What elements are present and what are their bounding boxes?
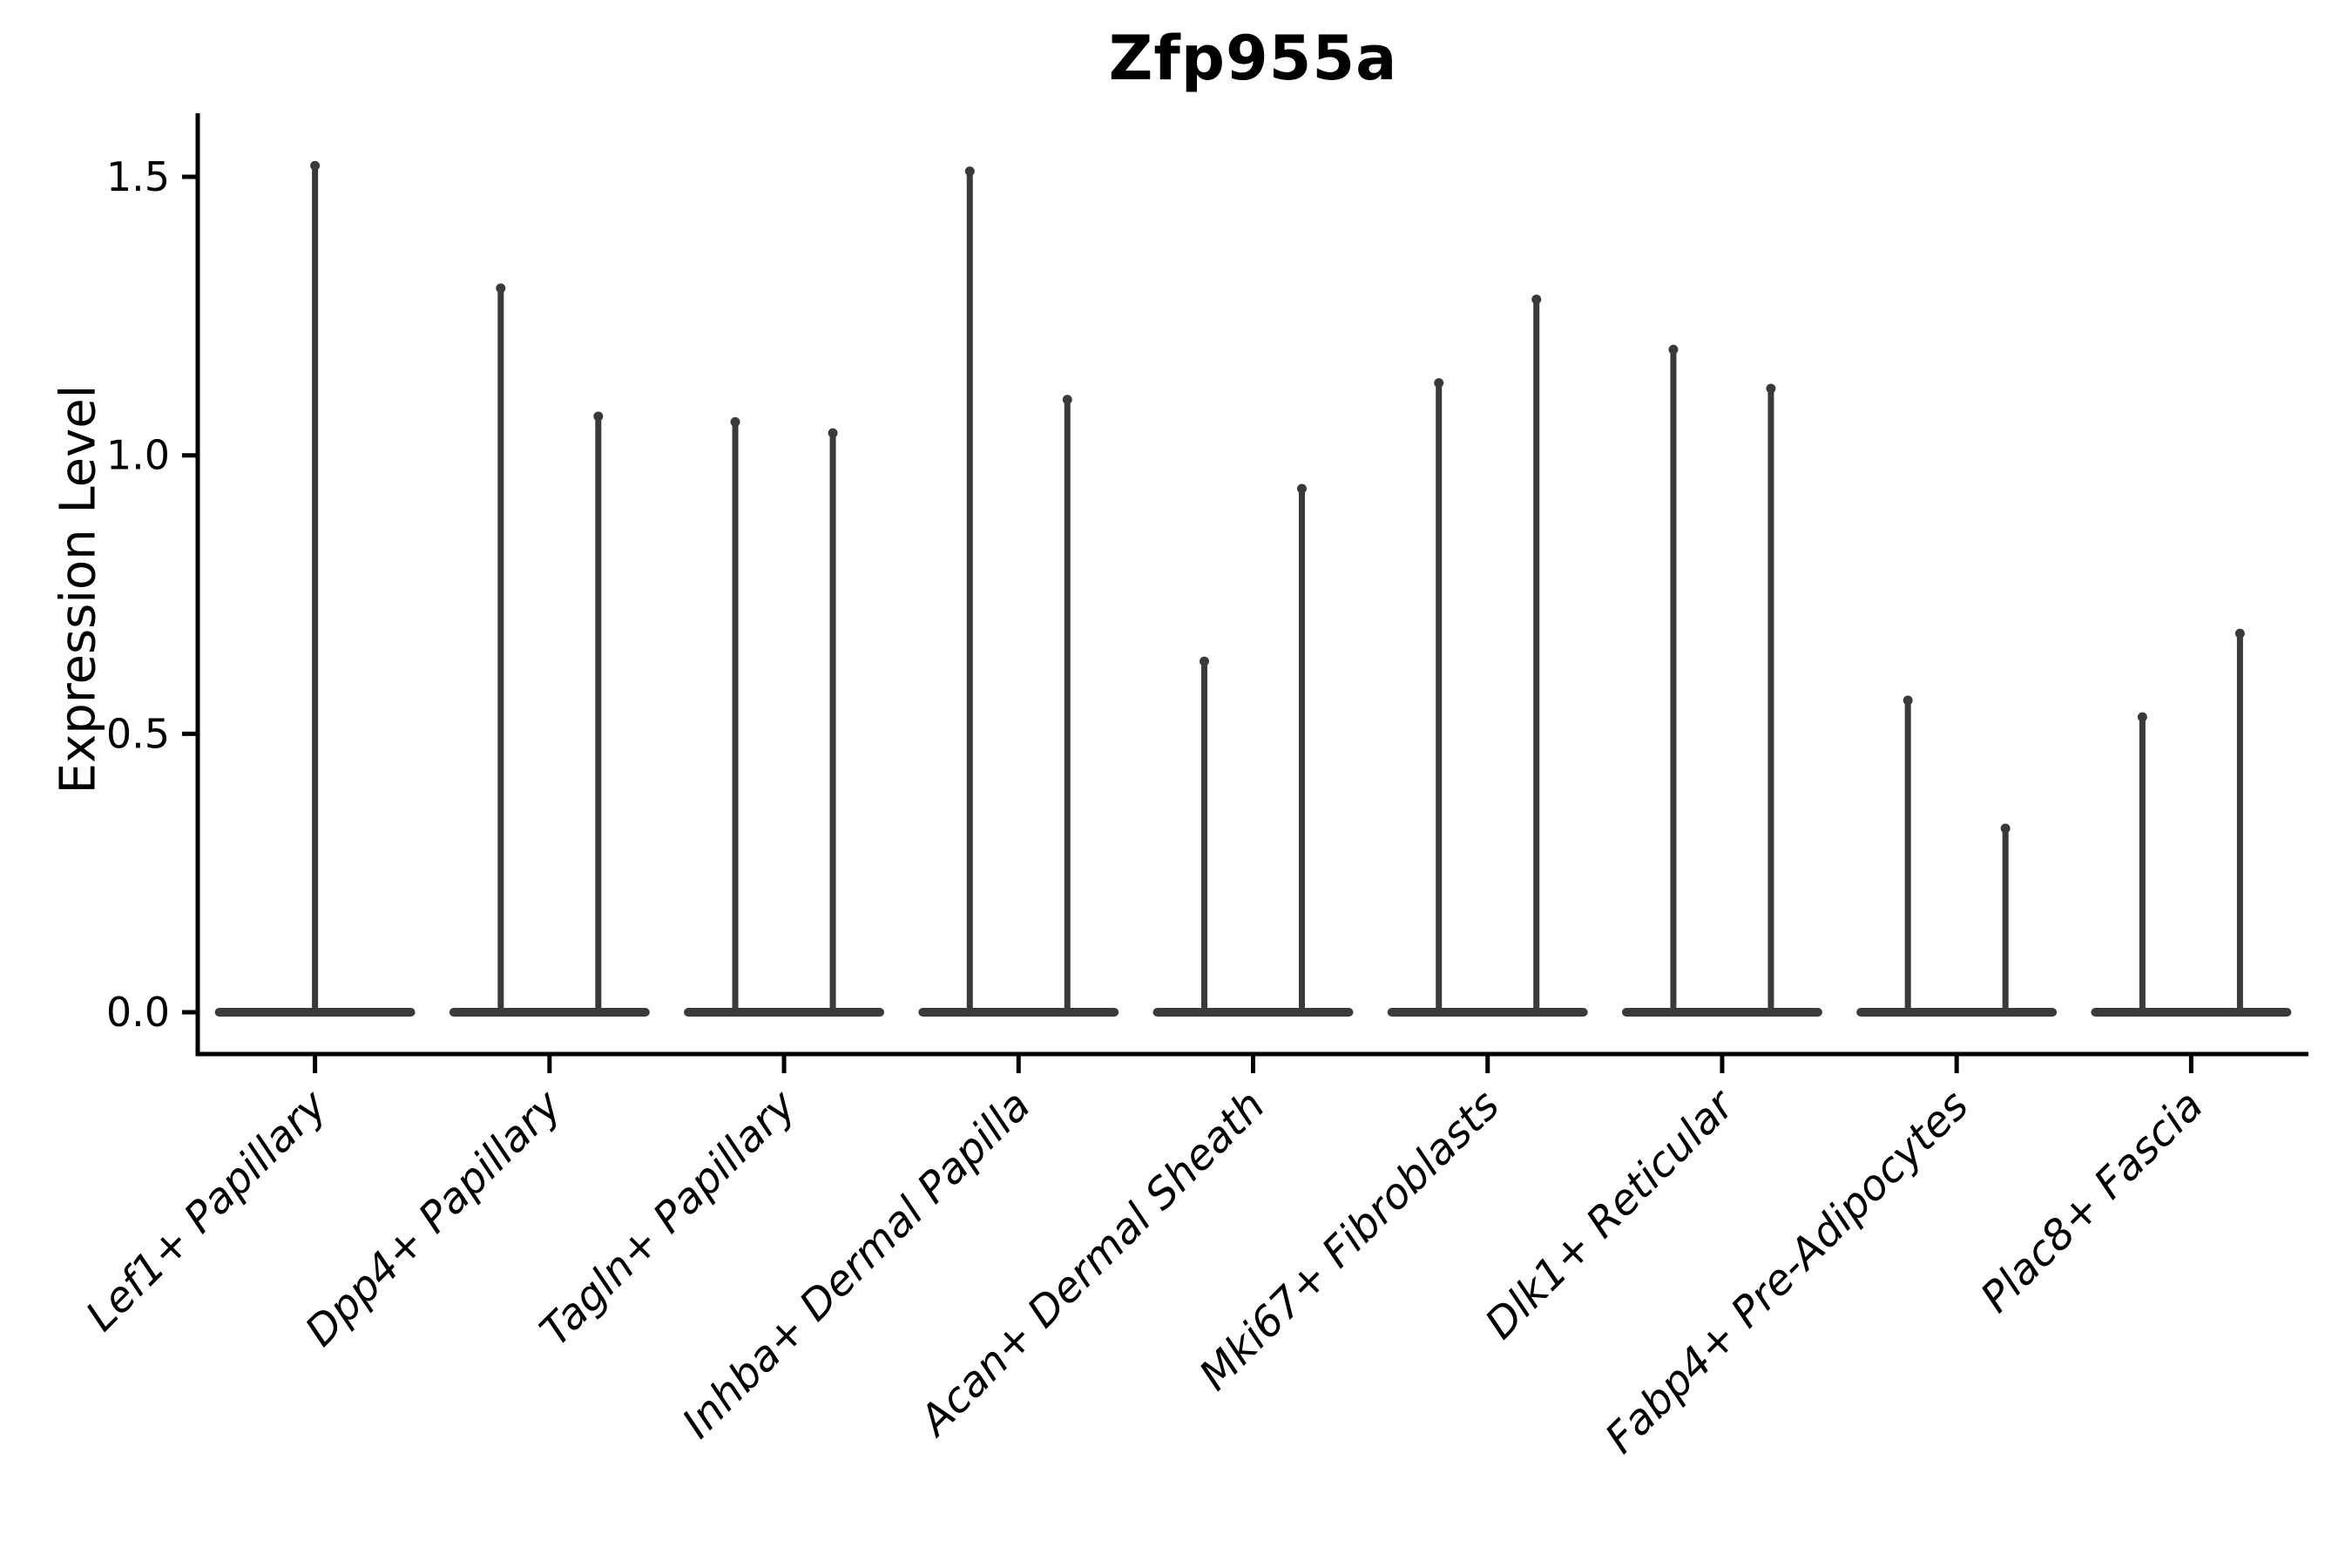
violin-tip — [2137, 712, 2147, 722]
x-tick-label: Plac8+ Fascia — [1971, 1081, 2213, 1322]
violin-tip — [828, 428, 838, 438]
violin-tip — [310, 160, 321, 171]
violin-tip — [1668, 344, 1679, 355]
violin-tip — [1531, 294, 1542, 305]
y-tick-label: 0.0 — [106, 989, 170, 1036]
violin-tip — [496, 283, 506, 294]
violin-tip — [2234, 628, 2245, 639]
y-tick-label: 1.5 — [106, 153, 170, 200]
x-tick-label: Lef1+ Papillary — [77, 1080, 337, 1341]
violin-tip — [1200, 656, 1209, 666]
violin-tip — [1903, 695, 1913, 706]
violin-tip — [730, 416, 740, 427]
violin-tip — [593, 411, 604, 422]
x-tick-label: Dlk1+ Reticular — [1476, 1079, 1746, 1349]
violin-tip — [1766, 383, 1776, 394]
violin-tip — [1062, 395, 1072, 405]
y-axis-label: Expression Level — [50, 384, 107, 794]
violin-tip — [964, 166, 975, 177]
violin-tip — [1434, 378, 1444, 389]
violin-tip — [2000, 823, 2011, 834]
y-tick-label: 1.0 — [106, 432, 170, 479]
y-tick-label: 0.5 — [106, 710, 170, 757]
x-tick-label: Tagln+ Papillary — [531, 1080, 806, 1355]
x-tick-label: Dpp4+ Papillary — [296, 1080, 571, 1355]
violin-tip — [1297, 483, 1307, 494]
plot-title: Zfp955a — [1108, 23, 1398, 94]
